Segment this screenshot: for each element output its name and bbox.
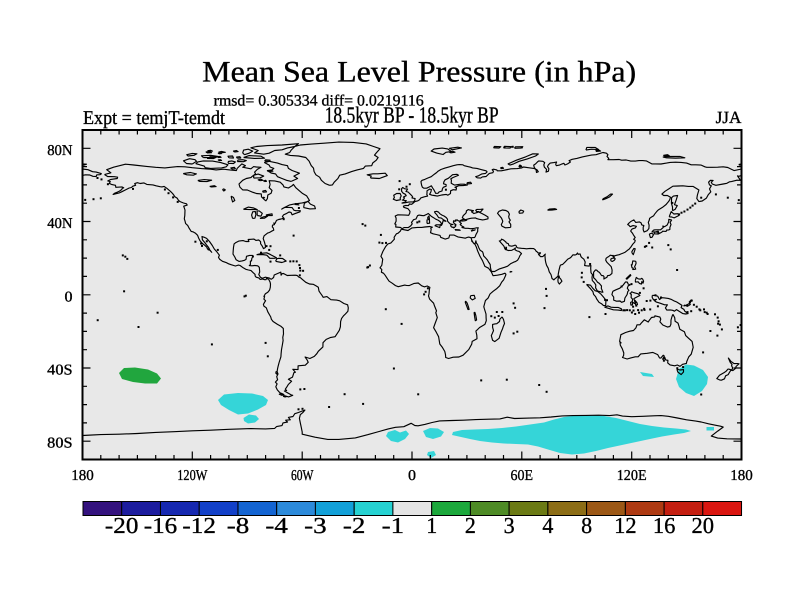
svg-text:0: 0 [408,468,416,484]
svg-text:Mean Sea Level Pressure (in hP: Mean Sea Level Pressure (in hPa) [202,55,636,88]
svg-text:1: 1 [426,513,437,538]
svg-text:-4: -4 [265,513,288,538]
svg-text:-20: -20 [105,513,139,538]
svg-text:40N: 40N [47,216,72,232]
svg-text:-12: -12 [182,513,216,538]
svg-text:18.5kyr BP - 18.5kyr BP: 18.5kyr BP - 18.5kyr BP [325,103,499,128]
svg-text:180: 180 [71,468,94,484]
svg-text:-3: -3 [304,513,327,538]
svg-text:-2: -2 [343,513,366,538]
svg-text:60E: 60E [511,468,534,484]
svg-text:20: 20 [692,513,715,538]
svg-text:40S: 40S [47,363,72,379]
svg-text:80N: 80N [47,143,72,159]
svg-text:JJA: JJA [716,108,742,127]
svg-text:8: 8 [581,513,592,538]
svg-text:12: 12 [614,513,637,538]
svg-text:rmsd= 0.305334 diff= 0.0219116: rmsd= 0.305334 diff= 0.0219116 [214,93,424,110]
svg-text:120E: 120E [617,468,647,484]
svg-text:80S: 80S [47,436,72,452]
svg-text:-16: -16 [144,513,178,538]
svg-text:16: 16 [653,513,676,538]
svg-text:-1: -1 [382,513,405,538]
svg-text:4: 4 [542,513,553,538]
svg-text:120W: 120W [177,468,208,484]
svg-text:60W: 60W [291,468,314,484]
svg-text:2: 2 [465,513,476,538]
svg-text:0: 0 [65,289,73,305]
svg-text:Expt = temjT-temdt: Expt = temjT-temdt [83,108,226,129]
svg-text:-8: -8 [227,513,250,538]
svg-text:3: 3 [504,513,515,538]
svg-text:180: 180 [730,468,753,484]
